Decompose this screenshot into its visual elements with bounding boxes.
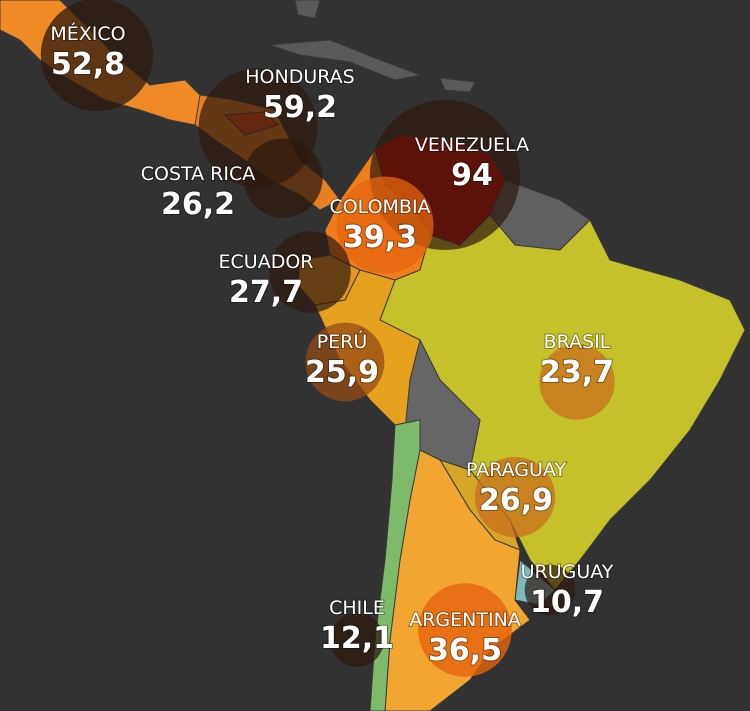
country-name: ECUADOR [219,251,314,273]
country-name: PERÚ [317,329,368,353]
country-value: 26,2 [161,187,235,222]
country-name: ARGENTINA [409,609,521,631]
bubble [330,613,384,667]
bubble [418,583,512,677]
country-value: 10,7 [530,585,604,620]
bubble [40,0,154,112]
country-name: HONDURAS [245,66,354,88]
bubble [305,322,385,402]
bubble [539,344,615,420]
country-name: CHILE [329,597,385,619]
country-value: 23,7 [540,355,614,390]
bubble [269,231,351,313]
bubble [474,456,556,538]
country-name: BRASIL [544,331,611,353]
country-value: 59,2 [263,90,337,125]
country-value: 25,9 [305,355,379,390]
caribbean [269,39,422,81]
country-value: 39,3 [343,220,417,255]
island [439,77,476,93]
country-name: COSTA RICA [141,163,256,185]
country-name: PARAGUAY [466,459,566,481]
country-name: COLOMBIA [329,196,430,218]
island [294,0,321,19]
country-name: VENEZUELA [415,134,529,156]
country-name: MÉXICO [50,22,125,45]
country-value: 12,1 [320,621,394,656]
country-value: 26,9 [479,483,553,518]
country-value: 36,5 [428,633,502,668]
country-value: 52,8 [51,47,125,82]
country-name: URUGUAY [521,561,614,583]
country-value: 27,7 [229,275,303,310]
bubble [243,138,323,218]
country-value: 94 [451,158,493,193]
bubble [336,176,434,274]
bubble [524,564,576,616]
